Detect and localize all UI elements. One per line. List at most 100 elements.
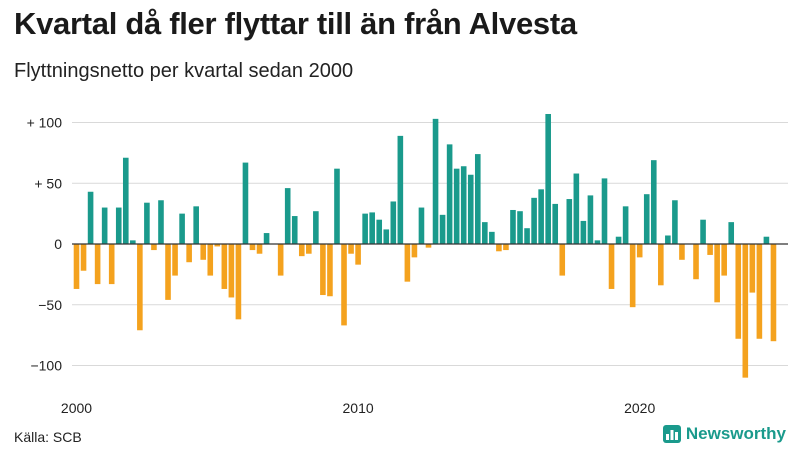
bar	[672, 200, 678, 244]
bar	[397, 135, 404, 244]
bar	[158, 200, 164, 244]
bar	[228, 244, 235, 298]
bar	[665, 235, 671, 244]
bar	[200, 244, 207, 260]
bar	[489, 231, 495, 244]
bar	[643, 194, 650, 244]
bar	[700, 219, 706, 244]
y-tick-label: + 50	[34, 175, 62, 191]
bar	[115, 207, 122, 244]
bar	[151, 244, 157, 251]
bar	[137, 244, 143, 331]
bar	[524, 228, 530, 244]
bar	[320, 244, 326, 296]
bar	[742, 244, 749, 378]
bar	[580, 220, 587, 244]
bar	[622, 206, 629, 244]
bar	[277, 244, 284, 276]
bar	[538, 189, 544, 244]
bar	[404, 244, 411, 282]
bar	[601, 178, 608, 244]
brand-logo: Newsworthy	[662, 424, 786, 444]
bar	[390, 201, 397, 244]
y-tick-label: −100	[30, 358, 62, 374]
bar	[186, 244, 192, 263]
bar	[87, 191, 94, 244]
bar	[214, 244, 221, 247]
chart-subtitle: Flyttningsnetto per kvartal sedan 2000	[14, 60, 354, 82]
bar	[503, 244, 509, 251]
bar	[432, 118, 439, 244]
bar	[101, 207, 108, 244]
bar	[172, 244, 178, 276]
bar	[355, 244, 361, 265]
bar	[165, 244, 171, 300]
bar	[545, 113, 551, 245]
bar	[235, 244, 242, 320]
x-tick-label: 2010	[343, 400, 374, 416]
bar	[559, 244, 566, 276]
bar	[80, 244, 87, 271]
bar	[193, 206, 199, 244]
bar	[207, 244, 214, 276]
bar	[256, 244, 263, 254]
bar	[608, 244, 615, 289]
bar	[418, 207, 425, 244]
bar	[221, 244, 228, 289]
bar	[467, 174, 474, 244]
bar	[658, 244, 664, 286]
chart-title: Kvartal då fler flyttar till än från Alv…	[14, 6, 577, 41]
bar	[263, 233, 270, 244]
bar	[369, 212, 375, 244]
bar	[482, 222, 488, 244]
y-tick-label: −50	[38, 297, 62, 313]
bar	[693, 244, 699, 280]
bar	[376, 219, 383, 244]
bar	[122, 157, 129, 244]
bar	[566, 199, 573, 244]
bar	[763, 236, 770, 244]
bar	[439, 214, 446, 244]
bar	[73, 244, 80, 289]
bar	[341, 244, 347, 326]
x-tick-label: 2020	[624, 400, 655, 416]
bar	[291, 216, 298, 244]
bar	[108, 244, 115, 285]
bar	[650, 160, 657, 244]
bar	[510, 209, 516, 244]
source-note: Källa: SCB	[14, 429, 82, 445]
bar	[714, 244, 720, 303]
bar	[348, 244, 354, 254]
y-tick-label: 0	[54, 236, 62, 252]
bar	[756, 244, 763, 339]
bar	[313, 211, 319, 244]
bar	[474, 154, 481, 244]
bar	[334, 168, 340, 244]
bar	[425, 244, 432, 248]
bar	[411, 244, 418, 258]
bar	[284, 188, 291, 244]
bar	[179, 213, 185, 244]
bar	[460, 166, 467, 244]
x-tick-label: 2000	[61, 400, 92, 416]
y-tick-label: + 100	[27, 115, 63, 131]
bar	[94, 244, 101, 285]
bar	[249, 244, 256, 251]
bar	[728, 222, 735, 244]
bar	[496, 244, 502, 252]
bar	[573, 173, 580, 244]
bar	[383, 229, 390, 244]
bar	[721, 244, 727, 276]
bar	[298, 244, 305, 257]
bar	[517, 211, 523, 244]
bar	[306, 244, 312, 254]
bar	[629, 244, 636, 308]
bar	[735, 244, 742, 339]
bar	[362, 213, 368, 244]
bar	[531, 197, 537, 244]
bar	[327, 244, 333, 297]
bar	[615, 236, 622, 244]
bar	[707, 244, 713, 255]
brand-name: Newsworthy	[685, 424, 786, 443]
